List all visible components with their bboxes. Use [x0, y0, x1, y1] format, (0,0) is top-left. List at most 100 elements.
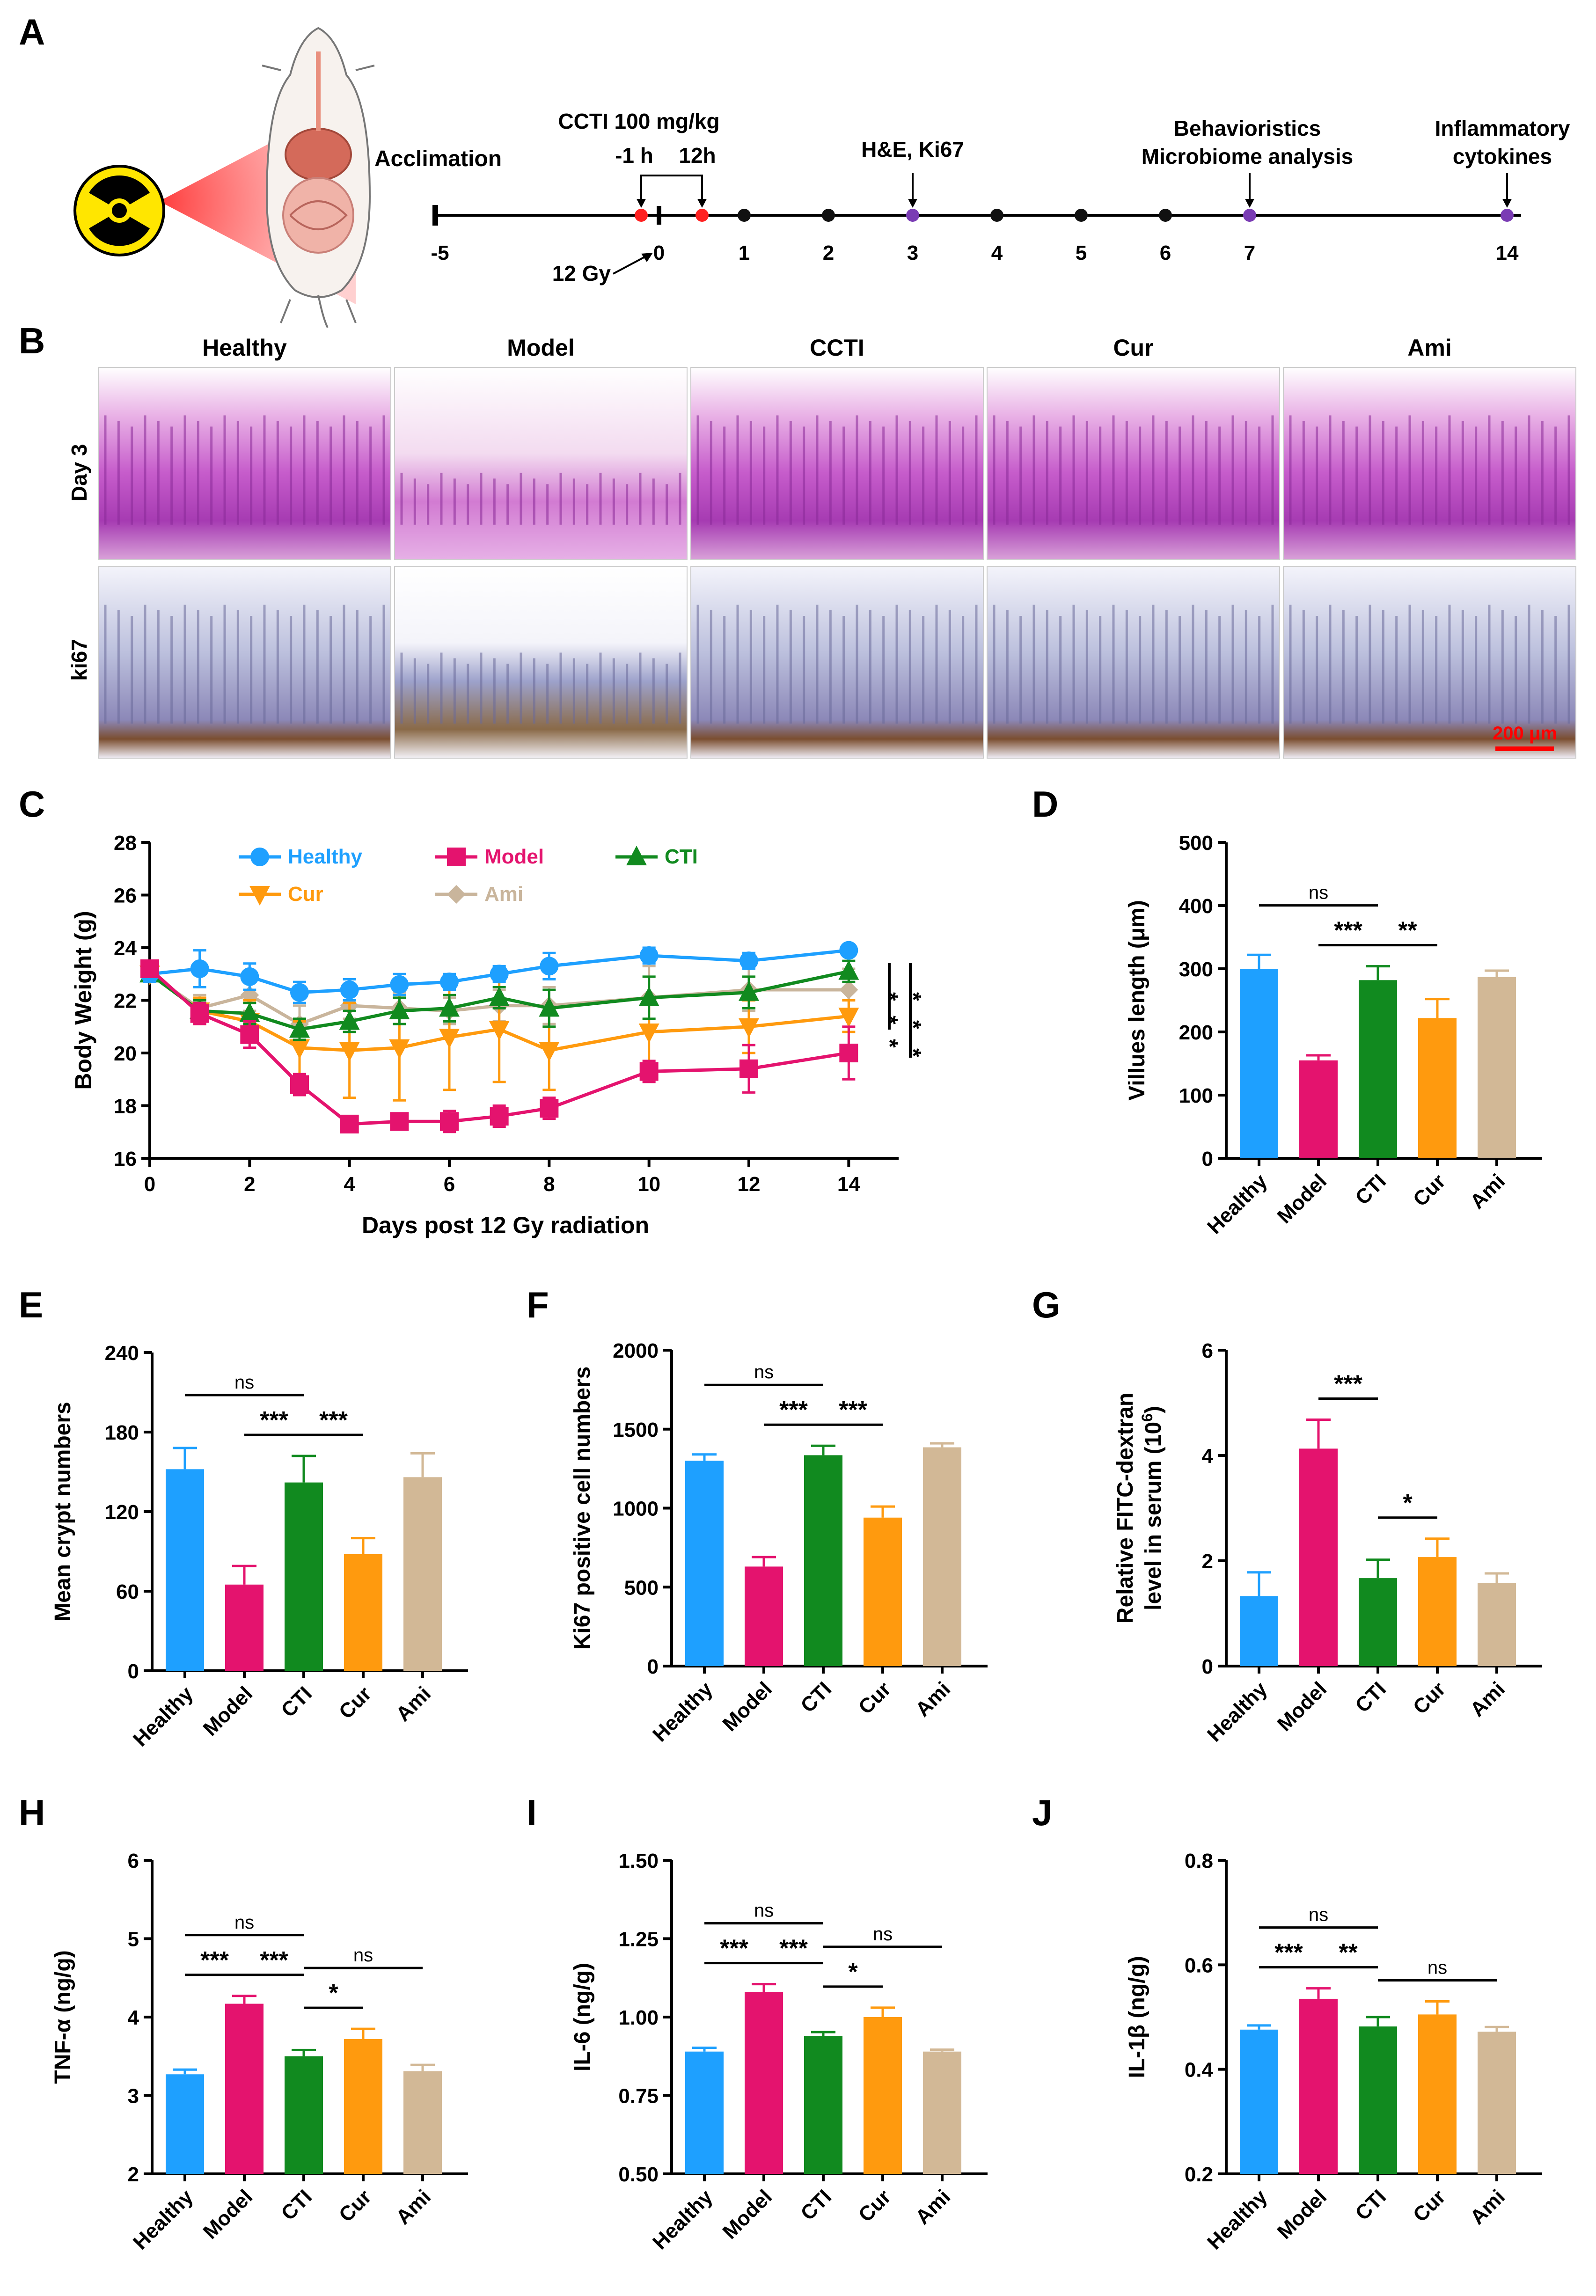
- chart-e-x-tick-label-model: Model: [199, 1682, 257, 1740]
- chart-e-sig-label: ***: [319, 1407, 348, 1434]
- chart-g-bar-cur: [1418, 1557, 1457, 1666]
- chart-d-bar-ami: [1478, 977, 1516, 1158]
- radiation-hazard-icon: [73, 165, 165, 256]
- chart-f-x-tick-label-cur: Cur: [854, 1677, 895, 1718]
- chart-c-y-tick-label: 28: [114, 832, 137, 855]
- panel-a: A Acclimation CCTI 100 mg/kg -1 h: [19, 11, 1570, 328]
- histology-header-ccti: CCTI: [810, 335, 864, 361]
- chart-c-y-tick-label: 24: [114, 937, 137, 960]
- chart-f-bar-ami: [923, 1447, 961, 1666]
- chart-d-x-tick-label-ami: Ami: [1466, 1170, 1509, 1213]
- chart-c-point-healthy: [190, 959, 209, 978]
- chart-c-point-model: [190, 1004, 209, 1023]
- chart-c-point-healthy: [390, 975, 409, 994]
- chart-c-y-tick-label: 16: [114, 1148, 137, 1170]
- chart-c-point-ami: [839, 980, 858, 999]
- chart-f-bar-cti: [804, 1455, 842, 1666]
- chart-h-bar-model: [225, 2004, 264, 2174]
- chart-c-point-cti: [638, 986, 659, 1006]
- timeline-tick-2: 2: [823, 241, 834, 264]
- histology-tile-he-healthy: [98, 367, 391, 560]
- histology-tile-ki67-cur: [987, 566, 1280, 759]
- chart-i-y-tick-label: 1.25: [618, 1928, 659, 1951]
- chart-c-point-cti: [239, 1002, 260, 1022]
- chart-c-point-cti: [539, 997, 560, 1017]
- chart-g-x-tick-label-ami: Ami: [1466, 1677, 1509, 1721]
- chart-c-point-model: [290, 1075, 309, 1094]
- panel-letter-e: E: [19, 1284, 43, 1325]
- chart-j-sig-label: ***: [1274, 1939, 1303, 1967]
- chart-c-y-tick-label: 26: [114, 885, 137, 907]
- chart-j-y-tick-label: 0.6: [1185, 1954, 1213, 1977]
- chart-i-x-tick-label-healthy: Healthy: [648, 2185, 717, 2254]
- event-arrowhead-day-3: [908, 199, 917, 208]
- chart-c-point-healthy: [839, 941, 858, 960]
- chart-f-y-tick-label: 1500: [613, 1419, 659, 1441]
- histology-tile-ki67-healthy: [98, 566, 391, 759]
- chart-g-y-tick-label: 4: [1202, 1445, 1214, 1468]
- row-label-ki67: ki67: [67, 639, 91, 681]
- chart-f-bar-healthy: [685, 1461, 724, 1666]
- histology-header-healthy: Healthy: [202, 335, 287, 361]
- chart-h-bar-cti: [285, 2056, 323, 2174]
- chart-c-point-model: [390, 1112, 409, 1131]
- chart-c-y-tick-label: 20: [114, 1042, 137, 1065]
- chart-g: 0 2 4 6 Healthy Model CTI Cur Ami Relative FITC-d…: [1113, 1339, 1542, 1746]
- chart-e-y-tick-label: 0: [128, 1660, 139, 1683]
- chart-i-y-tick-label: 1.50: [618, 1850, 659, 1872]
- chart-f: 0 500 1000 1500 2000 Healthy Model CTI Cur Ami Ki6…: [570, 1339, 988, 1746]
- chart-h-y-tick-label: 2: [128, 2163, 139, 2186]
- chart-c-point-healthy: [240, 967, 259, 986]
- chart-c-x-tick-label: 8: [543, 1173, 555, 1196]
- histology-group-headers: Healthy Model CCTI Cur Ami: [202, 335, 1452, 361]
- chart-d-x-tick-label-cur: Cur: [1409, 1170, 1450, 1211]
- chart-c-legend-label: Ami: [484, 883, 523, 906]
- radiation-arrow: [613, 254, 649, 275]
- histology-header-cur: Cur: [1113, 335, 1153, 361]
- panel-letter-d: D: [1032, 783, 1058, 825]
- chart-c-point-healthy: [639, 946, 659, 965]
- histology-tile-he-ccti: [690, 367, 984, 560]
- scale-bar-label: 200 μm: [1493, 723, 1557, 744]
- chart-f-x-tick-label-model: Model: [718, 1677, 777, 1736]
- chart-e-sig-label: ***: [260, 1407, 288, 1434]
- chart-i-x-tick-label-ami: Ami: [911, 2185, 955, 2229]
- chart-c-sig-star: *: [877, 992, 902, 1001]
- chart-i-sig-label: ns: [873, 1924, 893, 1945]
- chart-h-x-tick-label-cur: Cur: [335, 2185, 376, 2226]
- chart-h-ylabel: TNF-α (ng/g): [51, 1950, 75, 2084]
- chart-j-bar-model: [1299, 1998, 1338, 2174]
- timeline-tick-5: 5: [1076, 241, 1087, 264]
- chart-j-ylabel: IL-1β (ng/g): [1125, 1956, 1149, 2078]
- chart-h-y-tick-label: 4: [128, 2006, 139, 2029]
- chart-i-x-tick-label-cur: Cur: [854, 2185, 895, 2226]
- chart-i-y-tick-label: 0.75: [618, 2085, 659, 2108]
- chart-c-point-cur: [539, 1042, 560, 1062]
- chart-g-x-tick-label-cur: Cur: [1409, 1677, 1450, 1718]
- chart-f-y-tick-label: 0: [647, 1655, 659, 1678]
- chart-c-legend-marker: [626, 846, 647, 865]
- chart-f-y-tick-label: 2000: [613, 1339, 659, 1362]
- chart-g-y-tick-label: 0: [1202, 1655, 1213, 1678]
- chart-c-legend-label: CTI: [665, 845, 698, 868]
- chart-j-sig-label: ns: [1428, 1958, 1447, 1978]
- he-ki67-label: H&E, Ki67: [861, 137, 964, 161]
- chart-d-y-tick-label: 0: [1202, 1148, 1213, 1170]
- chart-c-point-cur: [838, 1008, 859, 1028]
- chart-j-y-tick-label: 0.2: [1185, 2163, 1213, 2186]
- chart-i-bar-healthy: [685, 2051, 724, 2174]
- chart-h-y-tick-label: 3: [128, 2085, 139, 2108]
- timeline-events: [637, 173, 1514, 222]
- chart-d-bar-model: [1299, 1060, 1338, 1158]
- chart-f-bar-model: [745, 1566, 783, 1666]
- chart-c-point-cti: [289, 1018, 310, 1038]
- mouse-icon: [262, 27, 375, 328]
- chart-c-point-healthy: [440, 973, 459, 992]
- chart-f-y-tick-label: 500: [624, 1576, 659, 1599]
- chart-h-x-tick-label-ami: Ami: [392, 2185, 435, 2229]
- panel-letter-h: H: [19, 1792, 45, 1833]
- histology-tile-he-model: [394, 367, 688, 560]
- histology-tile-he-ami: [1283, 367, 1576, 560]
- chart-j-sig-label: ns: [1309, 1905, 1328, 1925]
- chart-j-x-tick-label-cur: Cur: [1409, 2185, 1450, 2226]
